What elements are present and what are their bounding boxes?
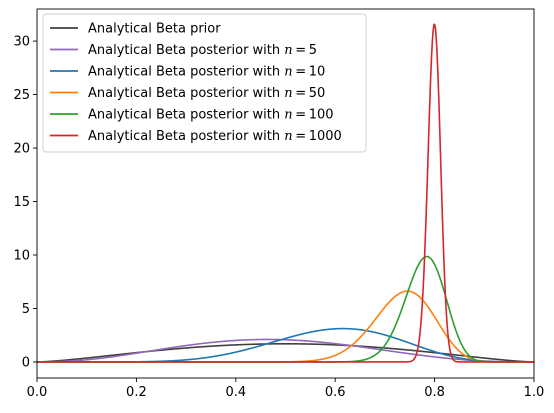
x-tick-label: 0.2 xyxy=(126,385,147,400)
series-line-6 xyxy=(37,23,534,363)
x-tick-label: 0.8 xyxy=(424,385,445,400)
x-tick-label: 1.0 xyxy=(524,385,545,400)
x-tick-label: 0.6 xyxy=(325,385,346,400)
legend-label: Analytical Beta posterior with n = 100 xyxy=(88,108,334,123)
x-tick-label: 0.0 xyxy=(27,385,48,400)
legend-entry: Analytical Beta posterior with n = 10 xyxy=(50,65,325,80)
legend-entry: Analytical Beta prior xyxy=(50,22,221,37)
plot-area xyxy=(36,8,535,379)
legend-entry: Analytical Beta posterior with n = 1000 xyxy=(50,129,342,144)
y-tick-label: 0 xyxy=(22,355,30,370)
legend-label: Analytical Beta prior xyxy=(88,22,221,37)
y-tick-label: 15 xyxy=(13,195,30,210)
legend-box xyxy=(42,13,367,153)
legend-label: Analytical Beta posterior with n = 5 xyxy=(88,43,317,58)
y-tick-label: 25 xyxy=(13,88,30,103)
legend: Analytical Beta prior Analytical Beta pos… xyxy=(42,13,367,153)
legend-label: Analytical Beta posterior with n = 50 xyxy=(88,86,325,101)
y-tick-label: 10 xyxy=(13,249,30,264)
y-tick-label: 20 xyxy=(13,142,30,157)
y-axis: 0 5 10 15 20 25 30 xyxy=(13,35,37,370)
x-tick-label: 0.4 xyxy=(225,385,246,400)
series-line-2 xyxy=(37,338,534,363)
y-tick-label: 30 xyxy=(13,35,30,50)
legend-entry: Analytical Beta posterior with n = 50 xyxy=(50,86,325,101)
series-lines xyxy=(37,23,534,363)
axes-frame xyxy=(36,8,535,379)
legend-entry: Analytical Beta posterior with n = 100 xyxy=(50,108,334,123)
legend-label: Analytical Beta posterior with n = 10 xyxy=(88,65,325,80)
legend-label: Analytical Beta posterior with n = 1000 xyxy=(88,129,342,144)
y-tick-label: 5 xyxy=(22,302,30,317)
x-axis: 0.0 0.2 0.4 0.6 0.8 1.0 xyxy=(27,378,545,400)
legend-entry: Analytical Beta posterior with n = 5 xyxy=(50,43,317,58)
